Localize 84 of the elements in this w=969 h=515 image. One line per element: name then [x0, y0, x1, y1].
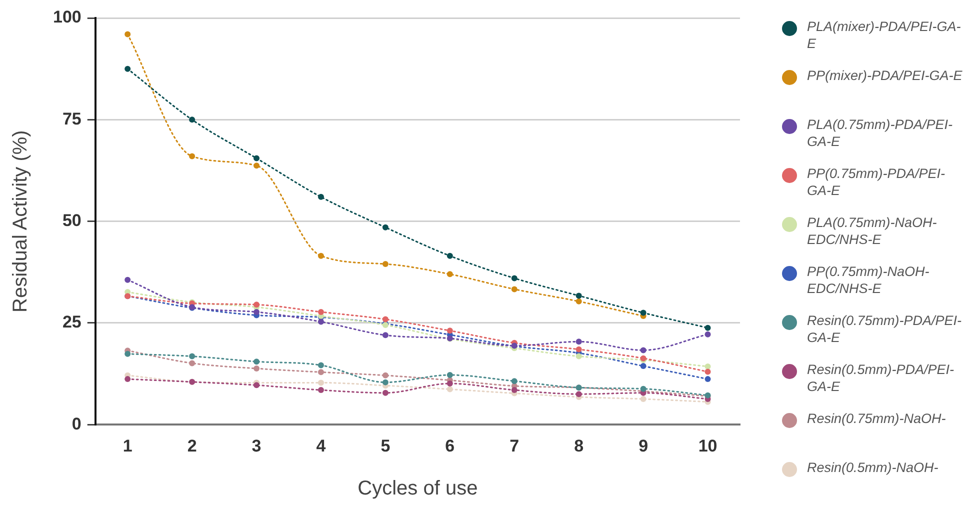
- point: [382, 332, 388, 338]
- point: [254, 358, 260, 365]
- point: [124, 31, 131, 38]
- y-tick-label: 50: [62, 210, 82, 230]
- point: [446, 380, 453, 387]
- legend-label: Resin(0.75mm)-PDA/PEI-GA-E: [807, 312, 963, 346]
- legend-label: PP(0.75mm)-PDA/PEI-GA-E: [807, 165, 946, 199]
- point: [576, 338, 582, 345]
- point: [382, 260, 388, 267]
- legend-label: PLA(mixer)-PDA/PEI-GA-E: [807, 18, 962, 52]
- point: [576, 298, 582, 304]
- point: [446, 386, 453, 392]
- point: [704, 363, 711, 370]
- x-tick-label: 9: [638, 436, 648, 456]
- point: [189, 153, 196, 160]
- point: [576, 353, 582, 360]
- point: [640, 347, 646, 354]
- point: [124, 350, 131, 357]
- point: [382, 390, 388, 396]
- point: [511, 378, 518, 384]
- point: [318, 369, 324, 376]
- point: [511, 286, 518, 292]
- point: [704, 324, 711, 331]
- x-tick-label: 3: [252, 436, 262, 456]
- point: [704, 331, 711, 338]
- point: [446, 328, 453, 334]
- x-tick-label: 8: [574, 436, 584, 456]
- point: [704, 368, 711, 375]
- point: [704, 376, 711, 382]
- point: [576, 292, 582, 299]
- point: [124, 276, 131, 283]
- point: [318, 362, 324, 368]
- legend-label: PP(0.75mm)-NaOH-EDC/NHS-E: [807, 263, 930, 297]
- point: [382, 372, 388, 378]
- legend-label: PLA(0.75mm)-PDA/PEI-GA-E: [807, 116, 954, 150]
- point: [318, 380, 324, 386]
- x-tick-label: 2: [187, 436, 197, 456]
- point: [318, 387, 324, 394]
- point: [576, 346, 582, 352]
- x-tick-label: 5: [380, 436, 390, 456]
- legend-label: Resin(0.5mm)-NaOH-: [807, 459, 940, 476]
- point: [124, 376, 131, 382]
- y-axis-title: Residual Activity (%): [10, 130, 32, 312]
- point: [446, 271, 453, 278]
- point: [318, 194, 324, 200]
- point: [318, 308, 324, 315]
- y-tick-label: 100: [52, 8, 82, 27]
- legend-label: Resin(0.5mm)-PDA/PEI-GA-E: [807, 361, 956, 395]
- point: [254, 162, 260, 169]
- point: [189, 116, 196, 123]
- x-axis-title: Cycles of use: [358, 478, 478, 500]
- point: [318, 252, 324, 259]
- x-tick-label: 4: [316, 436, 326, 456]
- point: [254, 302, 260, 308]
- y-tick-label: 0: [72, 414, 82, 434]
- point: [446, 372, 453, 378]
- point: [382, 316, 388, 322]
- x-tick-label: 7: [510, 436, 520, 456]
- legend-label: PP(mixer)-PDA/PEI-GA-E: [807, 67, 964, 84]
- point: [254, 382, 260, 388]
- x-tick-label: 6: [445, 436, 455, 456]
- point: [254, 308, 260, 315]
- point: [318, 318, 324, 325]
- point: [640, 396, 646, 402]
- point: [640, 386, 646, 392]
- point: [124, 66, 131, 72]
- y-tick-label: 75: [62, 109, 82, 128]
- point: [576, 391, 582, 398]
- x-tick-label: 1: [122, 436, 132, 456]
- x-tick-label: 10: [698, 436, 718, 456]
- point: [189, 360, 196, 366]
- legend-label: Resin(0.75mm)-NaOH-: [807, 410, 947, 427]
- point: [254, 155, 260, 162]
- point: [640, 310, 646, 316]
- point: [382, 379, 388, 386]
- legend-label: PLA(0.75mm)-NaOH-EDC/NHS-E: [807, 214, 938, 248]
- point: [640, 363, 646, 370]
- point: [382, 224, 388, 230]
- point: [511, 387, 518, 394]
- point: [446, 252, 453, 259]
- y-tick-label: 25: [62, 312, 82, 332]
- point: [254, 365, 260, 372]
- point: [511, 275, 518, 282]
- point: [189, 353, 196, 360]
